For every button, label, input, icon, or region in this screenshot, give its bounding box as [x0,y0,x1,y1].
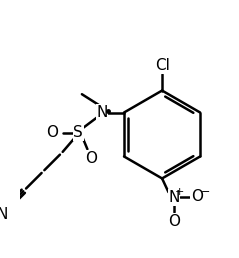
Text: O: O [191,189,203,204]
Text: N: N [168,190,180,205]
Text: +: + [175,187,184,197]
Text: −: − [201,187,210,197]
Text: O: O [168,214,180,229]
Text: N: N [96,105,108,120]
Text: O: O [85,151,97,166]
Text: O: O [46,125,58,140]
Text: N: N [0,207,8,222]
Text: S: S [73,125,83,140]
Text: Cl: Cl [155,58,169,73]
